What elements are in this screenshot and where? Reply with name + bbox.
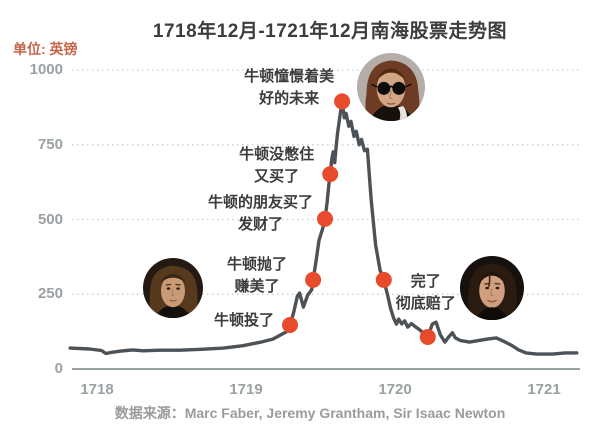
x-tick-label: 1720	[378, 381, 412, 398]
newton-portrait-right-icon	[460, 256, 524, 320]
data-source-caption: 数据来源：Marc Faber, Jeremy Grantham, Sir Is…	[114, 405, 506, 421]
event-dot	[317, 210, 333, 227]
newton-portrait-left-icon	[143, 258, 203, 318]
y-axis-unit-label: 单位: 英镑	[13, 41, 78, 57]
newton-portrait-sunglasses-icon	[357, 53, 425, 121]
price-line	[68, 99, 579, 356]
event-dot	[322, 166, 339, 183]
event-dot	[334, 93, 351, 110]
annotation-label: 牛顿投了	[213, 312, 274, 330]
x-tick-label: 1719	[229, 381, 263, 398]
x-tick-label: 1721	[527, 381, 561, 398]
y-tick-label: 750	[37, 135, 63, 153]
annotation-label: 完了 彻底赔了	[395, 273, 456, 312]
y-tick-label: 1000	[29, 61, 63, 78]
y-tick-label: 0	[54, 360, 63, 377]
event-dot	[375, 271, 392, 288]
annotation-label: 牛顿没憋住 又买了	[239, 146, 315, 186]
x-tick-label: 1718	[80, 381, 114, 398]
event-dot	[305, 271, 322, 288]
page-title: 1718年12月-1721年12月南海股票走势图	[152, 21, 508, 42]
y-tick-label: 500	[37, 210, 63, 228]
event-dot	[282, 317, 298, 333]
annotation-label: 牛顿的朋友买了 发财了	[207, 193, 313, 233]
annotation-label: 牛顿憧憬着美 好的未来	[244, 68, 335, 108]
y-tick-label: 250	[37, 285, 63, 303]
event-dot	[419, 329, 436, 345]
annotation-label: 牛顿抛了 赚美了	[227, 255, 288, 295]
